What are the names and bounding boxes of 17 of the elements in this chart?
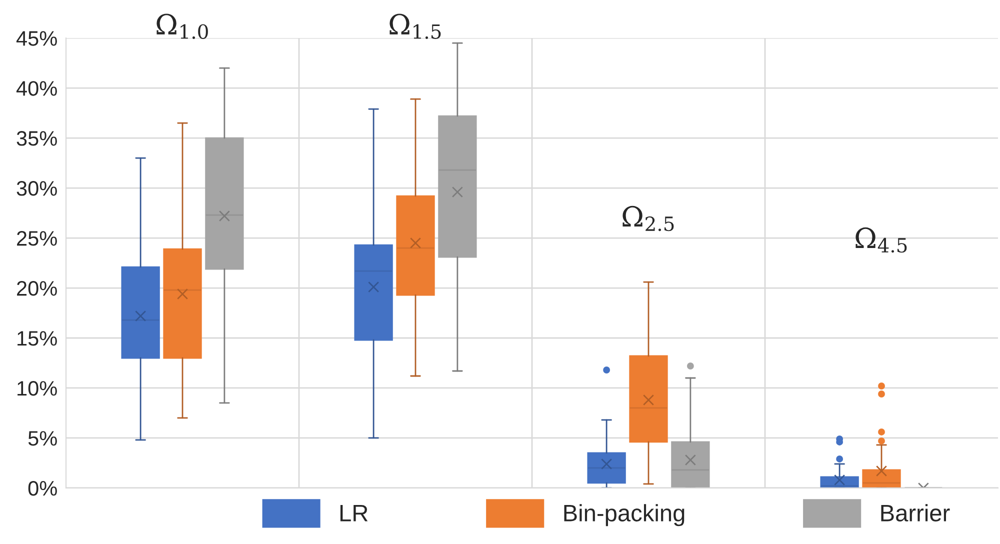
y-tick-label: 20% — [17, 281, 57, 296]
x-tick-label: Ω$_{1.5}$ — [390, 14, 441, 39]
y-tick-label: 15% — [18, 331, 57, 346]
legend-label: Barrier — [881, 504, 950, 522]
x-tick-label: Ω$_{2.5}$ — [622, 206, 674, 232]
y-tick-label: 40% — [16, 81, 57, 96]
y-tick-label: 30% — [16, 181, 57, 196]
y-tick-label: 0% — [28, 480, 57, 496]
y-tick-label: 45% — [16, 31, 57, 46]
y-tick-label: 5% — [28, 431, 57, 446]
x-tick-label: Ω$_{1.0}$ — [156, 14, 208, 39]
y-tick-label: 35% — [16, 131, 57, 146]
y-tick-label: 25% — [17, 231, 57, 246]
x-tick-label: Ω$_{4.5}$ — [856, 227, 907, 253]
legend-label: Bin-packing — [564, 504, 684, 526]
y-tick-label: 10% — [18, 380, 57, 396]
legend-label: LR — [340, 505, 368, 522]
